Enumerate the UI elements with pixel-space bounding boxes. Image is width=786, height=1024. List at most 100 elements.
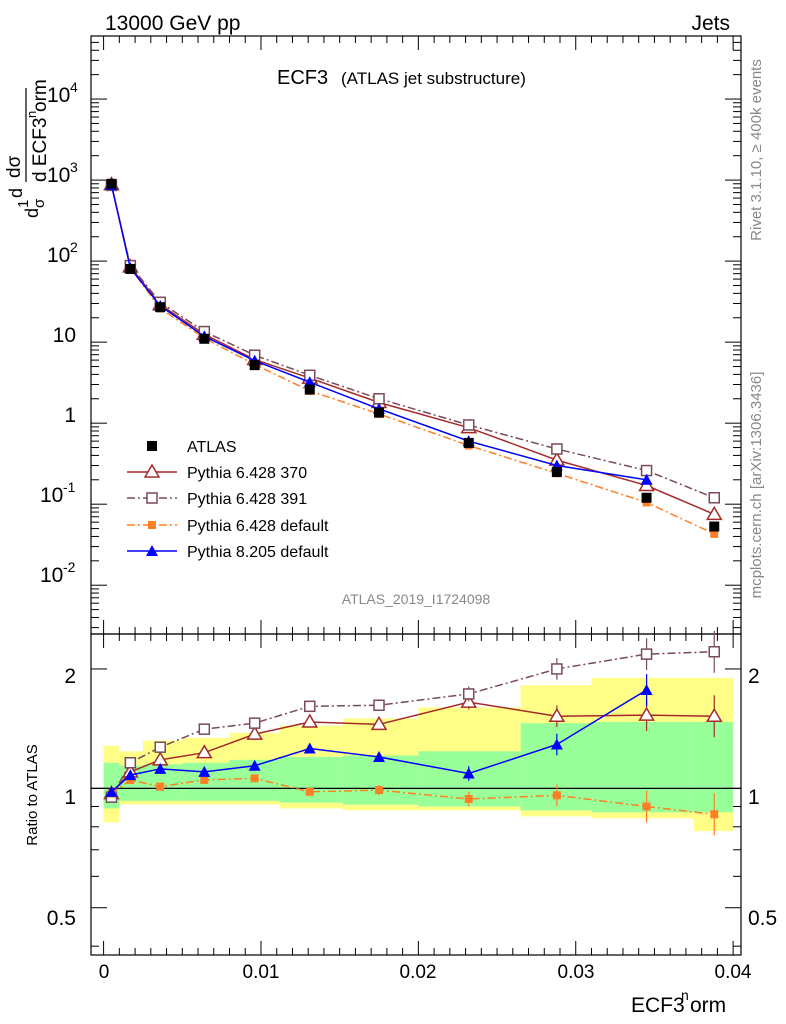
x-tick-label-0.01: 0.01 — [243, 962, 280, 983]
legend-item-py8def: Pythia 8.205 default — [127, 544, 329, 561]
y-tick-label-1e3-base: 10 — [47, 164, 70, 187]
ratio-point-series-2-5 — [305, 787, 314, 796]
ratio-point-series-2-2 — [156, 782, 165, 791]
legend-item-py6def: Pythia 6.428 default — [127, 518, 329, 535]
ratio-y-axis-label: Ratio to ATLAS — [24, 744, 41, 845]
ratio-point-series-2-7 — [464, 795, 473, 804]
ratio-point-series-2-10 — [710, 810, 719, 819]
atlas-point-2 — [155, 302, 166, 313]
ratio-y-tick-left-0.5: 0.5 — [47, 907, 76, 930]
ratio-point-series-2-8 — [552, 791, 561, 800]
legend: ATLAS Pythia 6.428 370 Pythia 6.428 391 … — [127, 439, 329, 561]
legend-label-atlas: ATLAS — [187, 439, 237, 456]
ratio-point-series-3-9 — [640, 683, 653, 695]
ratio-point-series-1-9 — [640, 648, 653, 660]
ratio-point-series-3-6 — [373, 750, 386, 762]
ratio-point-series-0-6 — [370, 715, 388, 731]
x-tick-label-0: 0 — [99, 962, 110, 983]
atlas-point-9 — [641, 492, 652, 503]
atlas-point-8 — [551, 466, 562, 477]
main-point-series-3-5 — [303, 376, 316, 388]
ratio-plot-series — [103, 630, 723, 836]
ratio-point-series-3-1 — [124, 769, 137, 781]
legend-marker-atlas — [147, 441, 157, 451]
y-tick-label-1e-2-base: 10 — [40, 564, 63, 587]
ratio-point-series-3-0 — [105, 785, 118, 797]
ratio-uncertainty-bands — [103, 677, 734, 832]
ratio-point-series-1-1 — [124, 757, 137, 769]
ratio-line-series-2 — [111, 777, 715, 816]
y-tick-label-1e-1-exp: -1 — [63, 479, 76, 495]
ratio-point-series-1-6 — [373, 699, 385, 711]
main-point-series-1-10 — [708, 492, 720, 504]
ratio-point-series-1-8 — [551, 663, 563, 675]
y-tick-label-1: 1 — [64, 404, 76, 427]
ratio-point-series-1-7 — [462, 688, 475, 700]
x-tick-label-0.02: 0.02 — [400, 962, 437, 983]
legend-label-py370: Pythia 6.428 370 — [187, 465, 307, 482]
main-y-axis-label: d 1 σ d dσ d ECF3 n orm — [4, 79, 51, 218]
main-point-series-0-10 — [705, 505, 723, 521]
ratio-point-series-1-3 — [198, 723, 211, 735]
main-plot-series — [103, 176, 723, 538]
ratio-point-series-3-5 — [303, 742, 316, 754]
legend-marker-py391 — [146, 492, 158, 504]
x-tick-label-0.03: 0.03 — [558, 962, 595, 983]
y-label-prefix-d: d — [22, 208, 42, 218]
main-line-series-1 — [110, 185, 715, 499]
x-tick-label-0.04: 0.04 — [715, 962, 752, 983]
ratio-point-series-2-9 — [642, 802, 651, 811]
x-label-sup: n — [681, 987, 689, 1003]
y-label-denominator: d ECF3 — [30, 118, 51, 182]
y-label-prefix-den: σ — [31, 198, 48, 208]
band-inner-6 — [342, 755, 419, 805]
band-inner-9 — [591, 721, 694, 813]
ratio-point-series-3-7 — [462, 767, 475, 779]
y-tick-label-1e4-exp: 4 — [70, 79, 78, 95]
legend-label-py8def: Pythia 8.205 default — [187, 544, 329, 561]
legend-label-py391: Pythia 6.428 391 — [187, 491, 307, 508]
x-tick-labels: 0 0.01 0.02 0.03 0.04 — [99, 962, 752, 983]
ratio-point-series-1-10 — [708, 646, 720, 658]
plot-title: ECF3 — [277, 67, 328, 89]
plot-subtitle: (ATLAS jet substructure) — [341, 69, 526, 88]
band-inner-10 — [693, 721, 734, 813]
ratio-line-series-3 — [110, 689, 647, 793]
x-axis-label: ECF3 n orm — [631, 987, 726, 1017]
ratio-point-series-0-3 — [196, 744, 213, 759]
main-line-series-3 — [110, 184, 647, 481]
main-point-series-1-8 — [551, 443, 563, 455]
legend-marker-py8def — [146, 545, 158, 556]
y-tick-label-1e4-base: 10 — [47, 84, 70, 107]
atlas-point-7 — [463, 437, 474, 448]
main-point-series-2-10 — [710, 529, 719, 538]
atlas-point-0 — [106, 178, 117, 189]
ratio-y-tick-left-1: 1 — [64, 786, 76, 809]
y-tick-label-1e2-exp: 2 — [70, 239, 78, 255]
legend-marker-py6def — [148, 521, 156, 529]
y-label-numerator: dσ — [4, 155, 25, 178]
y-tick-label-1e3-exp: 3 — [70, 159, 78, 175]
ratio-point-series-3-2 — [154, 762, 167, 774]
atlas-point-6 — [374, 407, 385, 418]
ratio-plot-frame — [90, 633, 742, 956]
y-label-tail: orm — [30, 79, 51, 112]
analysis-id-label: ATLAS_2019_I1724098 — [342, 591, 491, 607]
legend-marker-py370 — [143, 463, 161, 478]
ratio-y-tick-right-0.5: 0.5 — [748, 907, 777, 930]
ratio-point-series-3-3 — [198, 765, 211, 777]
legend-item-py370: Pythia 6.428 370 — [127, 463, 307, 482]
legend-label-py6def: Pythia 6.428 default — [187, 518, 329, 535]
y-tick-label-1e-1-base: 10 — [40, 484, 63, 507]
ratio-point-series-3-4 — [248, 759, 261, 771]
ratio-y-tick-labels: 0.5 1 2 0.5 1 2 — [47, 665, 777, 930]
ratio-point-series-1-4 — [248, 717, 261, 729]
ratio-point-series-0-4 — [246, 725, 263, 740]
legend-item-atlas: ATLAS — [147, 439, 237, 456]
ratio-point-series-0-10 — [705, 707, 723, 722]
atlas-point-3 — [199, 333, 210, 344]
main-point-series-1-7 — [462, 419, 475, 431]
ratio-y-tick-left-2: 2 — [64, 665, 76, 688]
y-tick-label-1e-2-exp: -2 — [63, 559, 76, 575]
ratio-point-series-2-6 — [375, 786, 384, 795]
